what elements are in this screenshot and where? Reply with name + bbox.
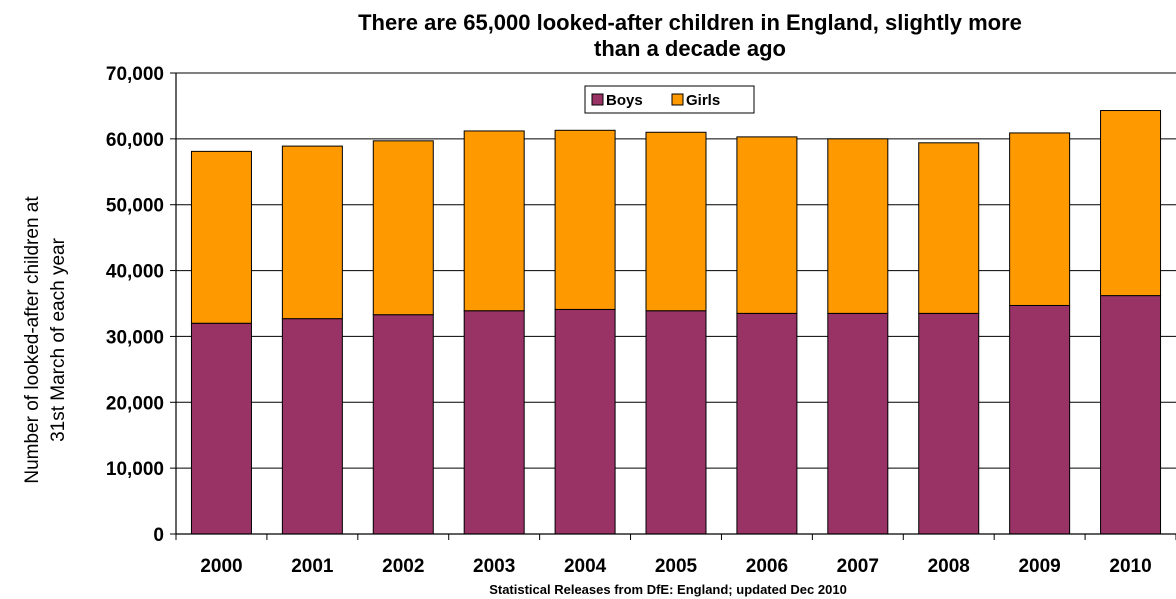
x-tick-label: 2007 [837,556,879,577]
x-tick-label: 2008 [928,556,970,577]
bar-boys-2001 [281,318,343,535]
bar-girls-2006 [736,136,798,314]
y-tick-label: 30,000 [106,327,164,348]
bar-boys-2009 [1009,304,1071,535]
legend-swatch-boys [591,93,604,106]
y-tick-label: 20,000 [106,393,164,414]
bar-girls-2000 [190,150,252,324]
bar-boys-2003 [463,310,525,535]
bar-girls-2007 [827,138,889,314]
bar-boys-2010 [1100,295,1162,535]
y-axis: 0 10,000 20,000 30,000 40,000 50,000 60,000 70,… [106,64,177,546]
bar-girls-2001 [281,145,343,320]
bar-boys-2007 [827,312,889,535]
y-tick-label: 40,000 [106,262,164,283]
bar-girls-2002 [372,140,434,316]
legend-swatch-girls [671,93,684,106]
x-tick-label: 2001 [291,556,334,577]
bar-girls-2008 [918,142,980,314]
bar-boys-2005 [645,310,707,535]
legend-box [584,85,755,114]
x-tick-label: 2005 [655,556,698,577]
bar-boys-2004 [554,308,616,535]
x-tick-label: 2004 [564,556,607,577]
bar-boys-2000 [190,322,252,535]
legend: Boys Girls [584,85,755,114]
bar-girls-2009 [1009,132,1071,306]
chart-title-line2: than a decade ago [594,36,786,61]
x-tick-label: 2009 [1018,556,1060,577]
y-tick-label: 60,000 [106,130,164,151]
x-tick-label: 2003 [473,556,515,577]
y-tick-label: 50,000 [106,196,164,217]
bar-girls-2003 [463,130,525,312]
y-tick-label: 10,000 [106,459,164,480]
x-tick-label: 2000 [200,556,242,577]
bar-girls-2004 [554,129,616,310]
bar-boys-2008 [918,312,980,535]
y-tick-label: 0 [153,525,164,546]
source-note: Statistical Releases from DfE: England; … [489,582,847,597]
x-tick-label: 2002 [382,556,424,577]
x-tick-label: 2006 [746,556,788,577]
bar-girls-2005 [645,131,707,312]
legend-label-girls: Girls [686,92,720,109]
x-tick-label: 2010 [1109,556,1151,577]
bar-girls-2010 [1100,110,1162,297]
legend-label-boys: Boys [606,92,643,109]
y-axis-label-line2: 31st March of each year [48,237,69,441]
bar-boys-2006 [736,312,798,535]
bar-boys-2002 [372,314,434,535]
bars [190,110,1162,535]
y-tick-label: 70,000 [106,64,164,85]
y-axis-label-line1: Number of looked-after children at [22,196,43,484]
x-axis: 2000 2001 2002 2003 2004 2005 2006 2007 2008 2009… [175,533,1176,577]
chart-title-line1: There are 65,000 looked-after children i… [358,10,1022,35]
